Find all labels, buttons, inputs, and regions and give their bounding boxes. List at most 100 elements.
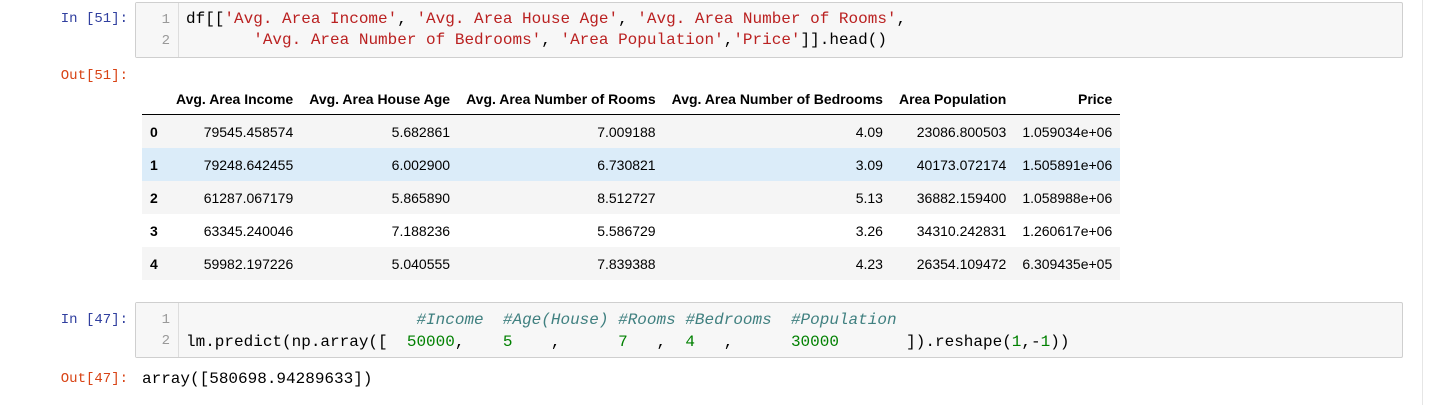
cell-47-line-gutter: 1 2 <box>136 303 179 357</box>
code-token <box>676 311 686 329</box>
string-literal: 'Avg. Area Number of Bedrooms' <box>253 31 542 49</box>
code-token: ]].head() <box>800 31 887 49</box>
table-cell: 1.058988e+06 <box>1022 189 1113 206</box>
table-row: 3 63345.240046 7.188236 5.586729 3.26 34… <box>142 214 1120 247</box>
row-index: 1 <box>150 156 158 173</box>
row-index: 2 <box>150 189 158 206</box>
cell-51-line-gutter: 1 2 <box>136 3 179 57</box>
cell-47-output-prompt: Out[47]: <box>60 371 128 387</box>
table-cell: 79248.642455 <box>203 156 294 173</box>
table-cell: 7.009188 <box>597 123 656 140</box>
line-number: 1 <box>161 12 170 28</box>
table-cell: 34310.242831 <box>916 222 1007 239</box>
table-cell: 5.13 <box>855 189 883 206</box>
code-comment: #Age(House) <box>502 311 609 329</box>
table-cell: 6.730821 <box>597 156 656 173</box>
code-token: , <box>454 333 503 351</box>
table-cell: 5.040555 <box>391 255 451 272</box>
table-row-highlighted: 1 79248.642455 6.002900 6.730821 3.09 40… <box>142 148 1121 181</box>
table-cell: 7.188236 <box>391 222 451 239</box>
table-cell: 7.839388 <box>597 255 656 272</box>
table-cell: 1.505891e+06 <box>1022 156 1113 173</box>
table-cell: 79545.458574 <box>203 123 294 140</box>
code-comment: #Rooms <box>618 311 676 329</box>
number-literal: 1 <box>1040 333 1051 351</box>
row-index: 0 <box>150 123 158 140</box>
table-header-row: Avg. Area Income Avg. Area House Age Avg… <box>142 84 1121 115</box>
code-token: df[[ <box>186 10 225 28</box>
table-row: 4 59982.197226 5.040555 7.839388 4.23 26… <box>142 247 1121 280</box>
code-token <box>484 311 503 329</box>
table-cell: 4.23 <box>855 255 883 272</box>
code-token: , <box>694 333 791 351</box>
string-literal: 'Avg. Area Number of Rooms' <box>637 10 897 28</box>
number-literal: 5 <box>502 333 513 351</box>
line-number: 2 <box>161 33 170 49</box>
code-token: , <box>627 333 686 351</box>
table-cell: 23086.800503 <box>916 123 1007 140</box>
number-literal: 4 <box>685 333 695 351</box>
number-literal: 7 <box>618 333 628 351</box>
line-number: 2 <box>161 333 170 349</box>
table-cell: 59982.197226 <box>203 255 294 272</box>
cell-51-output-prompt: Out[51]: <box>60 68 128 84</box>
cell-51-code-editor[interactable]: 1 2 df[['Avg. Area Income', 'Avg. Area H… <box>135 2 1403 58</box>
table-row: 2 61287.067179 5.865890 8.512727 5.13 36… <box>142 181 1121 214</box>
string-literal: 'Price' <box>733 31 801 49</box>
table-cell: 1.260617e+06 <box>1022 222 1113 239</box>
cell-47-output-text: array([580698.94289633]) <box>142 370 373 388</box>
number-literal: 50000 <box>406 333 455 351</box>
row-index: 4 <box>150 255 158 272</box>
code-token: )) <box>1050 333 1070 351</box>
code-token: , <box>541 31 561 49</box>
table-cell: 4.09 <box>855 123 883 140</box>
code-comment: #Population <box>790 311 897 329</box>
table-cell: 36882.159400 <box>916 189 1007 206</box>
column-header: Area Population <box>890 84 1015 115</box>
code-token: , <box>896 10 907 28</box>
code-token: , <box>723 31 734 49</box>
table-cell: 5.586729 <box>597 222 656 239</box>
code-token: , <box>512 333 619 351</box>
cell-51-input-prompt: In [51]: <box>60 11 128 27</box>
code-token <box>186 31 253 49</box>
table-cell: 40173.072174 <box>916 156 1007 173</box>
table-cell: 3.09 <box>855 156 883 173</box>
column-header: Avg. Area Number of Rooms <box>458 84 664 115</box>
table-cell: 26354.109472 <box>916 255 1007 272</box>
table-row: 0 79545.458574 5.682861 7.009188 4.09 23… <box>142 114 1121 148</box>
table-cell: 6.309435e+05 <box>1022 255 1113 272</box>
line-number: 1 <box>161 312 170 328</box>
code-token: , <box>397 10 417 28</box>
code-token: lm.predict(np.array([ <box>186 333 407 351</box>
number-literal: 1 <box>1011 333 1022 351</box>
code-token: ]).reshape( <box>838 333 1012 351</box>
index-header <box>142 84 168 115</box>
code-line-2: 'Avg. Area Number of Bedrooms', 'Area Po… <box>186 31 887 49</box>
column-header: Avg. Area Income <box>168 84 302 115</box>
code-line-2: lm.predict(np.array([ 50000, 5 , 7 , 4 ,… <box>186 333 1069 351</box>
string-literal: 'Area Population' <box>560 31 724 49</box>
number-literal: 30000 <box>790 333 839 351</box>
column-header: Avg. Area Number of Bedrooms <box>663 84 891 115</box>
row-index: 3 <box>150 222 158 239</box>
table-cell: 1.059034e+06 <box>1022 123 1113 140</box>
code-token: , <box>618 10 638 28</box>
table-cell: 5.865890 <box>391 189 451 206</box>
operator: - <box>1031 333 1041 351</box>
column-header: Price <box>1014 84 1121 115</box>
notebook-right-edge <box>1422 0 1423 405</box>
table-cell: 3.26 <box>855 222 883 239</box>
table-cell: 8.512727 <box>597 189 656 206</box>
column-header: Avg. Area House Age <box>301 84 459 115</box>
code-token: , <box>1021 333 1032 351</box>
code-comment: #Income <box>416 311 484 329</box>
table-cell: 6.002900 <box>391 156 451 173</box>
string-literal: 'Avg. Area Income' <box>224 10 398 28</box>
cell-47-input-prompt: In [47]: <box>60 312 128 328</box>
code-line-1: df[['Avg. Area Income', 'Avg. Area House… <box>186 10 906 28</box>
code-comment: #Bedrooms <box>685 311 772 329</box>
table-cell: 63345.240046 <box>203 222 294 239</box>
cell-47-code-editor[interactable]: 1 2 #Income #Age(House) #Rooms #Bedrooms… <box>135 302 1403 358</box>
table-cell: 5.682861 <box>391 123 451 140</box>
